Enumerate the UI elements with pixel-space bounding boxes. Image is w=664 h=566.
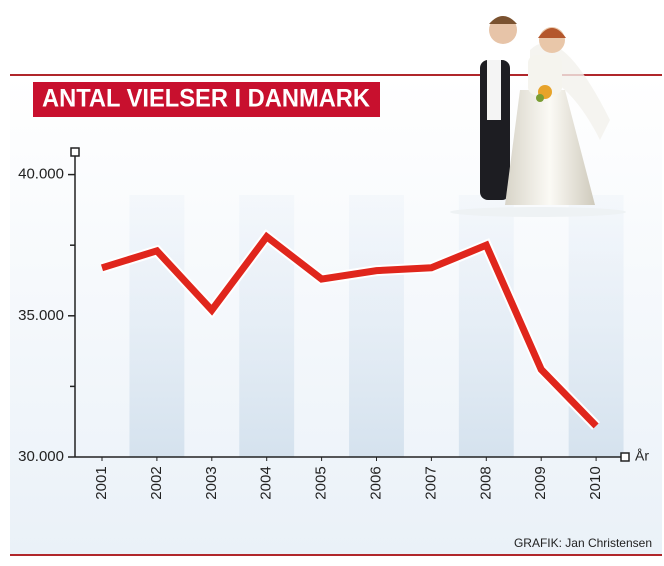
y-tick-label: 40.000	[18, 166, 64, 183]
x-tick-label: 2003	[203, 466, 220, 499]
column-band	[569, 195, 624, 457]
x-tick-label: 2002	[148, 466, 165, 499]
page: {"chart_data": {"type": "line", "title":…	[0, 0, 664, 561]
column-band	[129, 195, 184, 457]
x-tick-label: 2009	[532, 466, 549, 499]
x-tick-label: 2007	[422, 466, 439, 499]
x-tick-label: 2004	[258, 466, 275, 499]
x-tick-label: 2005	[313, 466, 330, 499]
axis-end	[621, 453, 629, 461]
x-tick-label: 2010	[587, 466, 604, 499]
x-tick-label: 2006	[367, 466, 384, 499]
x-tick-label: 2001	[93, 466, 110, 499]
chart-title: ANTAL VIELSER I DANMARK	[42, 85, 370, 113]
column-band	[459, 195, 514, 457]
credit: GRAFIK: Jan Christensen	[514, 536, 652, 550]
y-tick-label: 35.000	[18, 307, 64, 324]
column-band	[349, 195, 404, 457]
axis-end	[71, 148, 79, 156]
x-axis-label: År	[635, 448, 649, 464]
chart: ANTAL VIELSER I DANMARK År GRAFIK: Jan C…	[0, 0, 664, 561]
x-tick-label: 2008	[477, 466, 494, 499]
y-tick-label: 30.000	[18, 448, 64, 465]
